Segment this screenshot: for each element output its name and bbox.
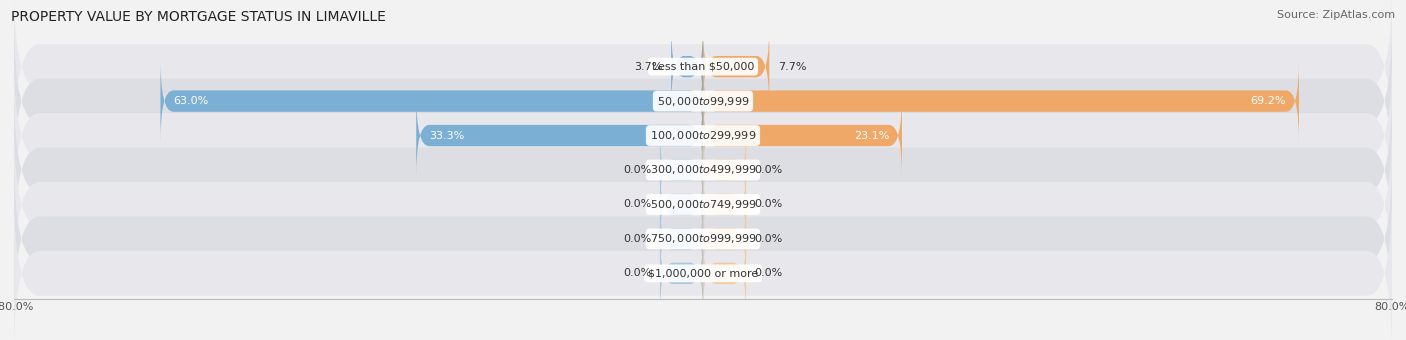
Text: Less than $50,000: Less than $50,000 <box>652 62 754 72</box>
FancyBboxPatch shape <box>703 26 769 108</box>
Text: 0.0%: 0.0% <box>623 268 651 278</box>
FancyBboxPatch shape <box>703 198 747 280</box>
Text: 0.0%: 0.0% <box>623 165 651 175</box>
Text: 0.0%: 0.0% <box>623 234 651 244</box>
Text: PROPERTY VALUE BY MORTGAGE STATUS IN LIMAVILLE: PROPERTY VALUE BY MORTGAGE STATUS IN LIM… <box>11 10 387 24</box>
Text: 0.0%: 0.0% <box>755 234 783 244</box>
FancyBboxPatch shape <box>160 60 703 142</box>
FancyBboxPatch shape <box>416 95 703 176</box>
Text: $500,000 to $749,999: $500,000 to $749,999 <box>650 198 756 211</box>
FancyBboxPatch shape <box>659 232 703 314</box>
Text: 7.7%: 7.7% <box>778 62 807 72</box>
FancyBboxPatch shape <box>14 20 1392 182</box>
FancyBboxPatch shape <box>14 0 1392 148</box>
Text: 63.0%: 63.0% <box>173 96 208 106</box>
FancyBboxPatch shape <box>14 55 1392 217</box>
FancyBboxPatch shape <box>14 192 1392 340</box>
Text: 33.3%: 33.3% <box>429 131 464 140</box>
Text: 0.0%: 0.0% <box>623 200 651 209</box>
Text: $300,000 to $499,999: $300,000 to $499,999 <box>650 164 756 176</box>
FancyBboxPatch shape <box>659 164 703 245</box>
FancyBboxPatch shape <box>14 158 1392 320</box>
FancyBboxPatch shape <box>703 95 901 176</box>
Text: 3.7%: 3.7% <box>634 62 662 72</box>
FancyBboxPatch shape <box>14 123 1392 285</box>
FancyBboxPatch shape <box>671 26 703 108</box>
Text: Source: ZipAtlas.com: Source: ZipAtlas.com <box>1277 10 1395 20</box>
Text: 23.1%: 23.1% <box>853 131 889 140</box>
FancyBboxPatch shape <box>659 129 703 211</box>
FancyBboxPatch shape <box>703 129 747 211</box>
FancyBboxPatch shape <box>703 164 747 245</box>
Text: $1,000,000 or more: $1,000,000 or more <box>648 268 758 278</box>
Text: 0.0%: 0.0% <box>755 268 783 278</box>
FancyBboxPatch shape <box>703 232 747 314</box>
Text: $750,000 to $999,999: $750,000 to $999,999 <box>650 233 756 245</box>
FancyBboxPatch shape <box>703 60 1299 142</box>
Text: 0.0%: 0.0% <box>755 200 783 209</box>
Text: 69.2%: 69.2% <box>1250 96 1286 106</box>
FancyBboxPatch shape <box>659 198 703 280</box>
Text: $100,000 to $299,999: $100,000 to $299,999 <box>650 129 756 142</box>
Text: 0.0%: 0.0% <box>755 165 783 175</box>
Text: $50,000 to $99,999: $50,000 to $99,999 <box>657 95 749 107</box>
FancyBboxPatch shape <box>14 89 1392 251</box>
